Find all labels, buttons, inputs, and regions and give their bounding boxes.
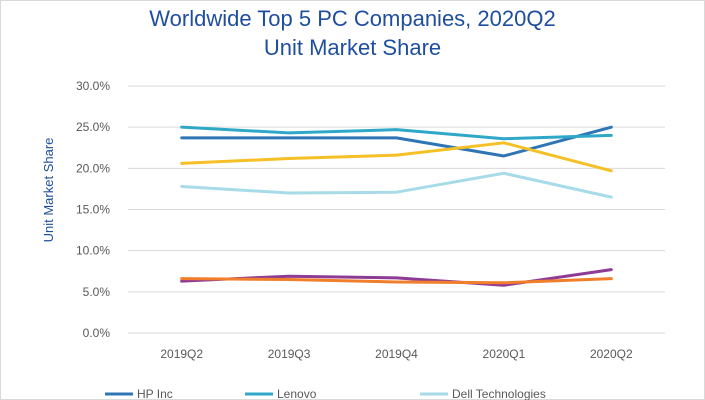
legend: HP Inc Lenovo Dell Technologies — [105, 387, 546, 400]
x-tick-label: 2019Q2 — [160, 347, 203, 361]
legend-label: Dell Technologies — [452, 387, 546, 400]
y-tick-label: 10.0% — [76, 244, 110, 258]
y-tick-label: 5.0% — [83, 285, 111, 299]
chart-title: Worldwide Top 5 PC Companies, 2020Q2 Uni… — [0, 4, 705, 62]
series-line — [180, 141, 613, 173]
y-tick-label: 0.0% — [83, 326, 111, 340]
chart-title-line-2: Unit Market Share — [263, 35, 442, 60]
series-line — [180, 171, 613, 199]
y-axis-ticks: 0.0% 5.0% 10.0% 15.0% 20.0% 25.0% 30.0% — [76, 79, 110, 340]
x-tick-label: 2019Q4 — [375, 347, 418, 361]
series-line — [180, 277, 613, 285]
y-tick-label: 20.0% — [76, 161, 110, 175]
series-line — [180, 125, 613, 158]
series-line — [180, 125, 613, 141]
y-tick-label: 25.0% — [76, 120, 110, 134]
x-tick-label: 2020Q2 — [590, 347, 633, 361]
legend-label: Lenovo — [277, 387, 317, 400]
x-tick-label: 2020Q1 — [483, 347, 526, 361]
chart-title-line-1: Worldwide Top 5 PC Companies, 2020Q2 — [149, 6, 556, 31]
y-axis-label: Unit Market Share — [41, 138, 56, 243]
x-tick-label: 2019Q3 — [268, 347, 311, 361]
legend-label: HP Inc — [137, 387, 173, 400]
gridlines — [128, 85, 665, 334]
series-lines — [180, 125, 613, 287]
y-tick-label: 15.0% — [76, 203, 110, 217]
x-axis-ticks: 2019Q2 2019Q3 2019Q4 2020Q1 2020Q2 — [160, 347, 633, 361]
y-tick-label: 30.0% — [76, 79, 110, 93]
